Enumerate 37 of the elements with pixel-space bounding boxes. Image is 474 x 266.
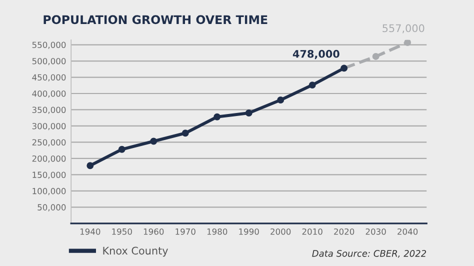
legend-label: Knox County (103, 246, 168, 257)
x-tick-label: 1960 (144, 228, 164, 235)
x-tick-label: 2000 (270, 228, 291, 235)
point (150, 138, 158, 145)
point (372, 52, 380, 60)
y-tick-label: 450,000 (32, 74, 66, 82)
y-tick-label: 300,000 (32, 122, 66, 130)
y-tick-label: 400,000 (32, 90, 66, 98)
x-tick-label: 1950 (112, 228, 132, 235)
point (245, 110, 252, 116)
x-tick-label: 2040 (398, 228, 418, 235)
y-tick-label: 150,000 (32, 172, 66, 179)
point (277, 96, 284, 104)
x-tick-label: 2030 (366, 228, 386, 235)
x-tick-label: 1940 (80, 228, 100, 235)
x-tick-label: 1990 (239, 228, 259, 235)
point (308, 82, 316, 89)
point (404, 40, 412, 46)
y-tick-label: 200,000 (32, 155, 66, 163)
y-tick-label: 550,000 (32, 42, 66, 49)
y-tick-label: 250,000 (32, 139, 66, 146)
x-tick-label: 1970 (176, 228, 196, 235)
y-tick-label: 500,000 (32, 58, 66, 66)
y-tick-label: 100,000 (32, 188, 66, 196)
point (118, 146, 126, 153)
point (182, 130, 189, 137)
source-note: Data Source: CBER, 2022 (312, 250, 426, 258)
x-tick-label: 2020 (334, 228, 354, 235)
point (86, 162, 94, 170)
data-label: 557,000 (382, 24, 424, 34)
x-tick-label: 2010 (302, 228, 322, 235)
point (214, 113, 221, 120)
y-tick-label: 350,000 (32, 106, 66, 114)
chart-title: POPULATION GROWTH OVER TIME (44, 15, 268, 24)
y-tick-label: 50,000 (38, 204, 66, 212)
data-label: 478,000 (292, 50, 340, 60)
x-tick-label: 1980 (207, 228, 228, 235)
